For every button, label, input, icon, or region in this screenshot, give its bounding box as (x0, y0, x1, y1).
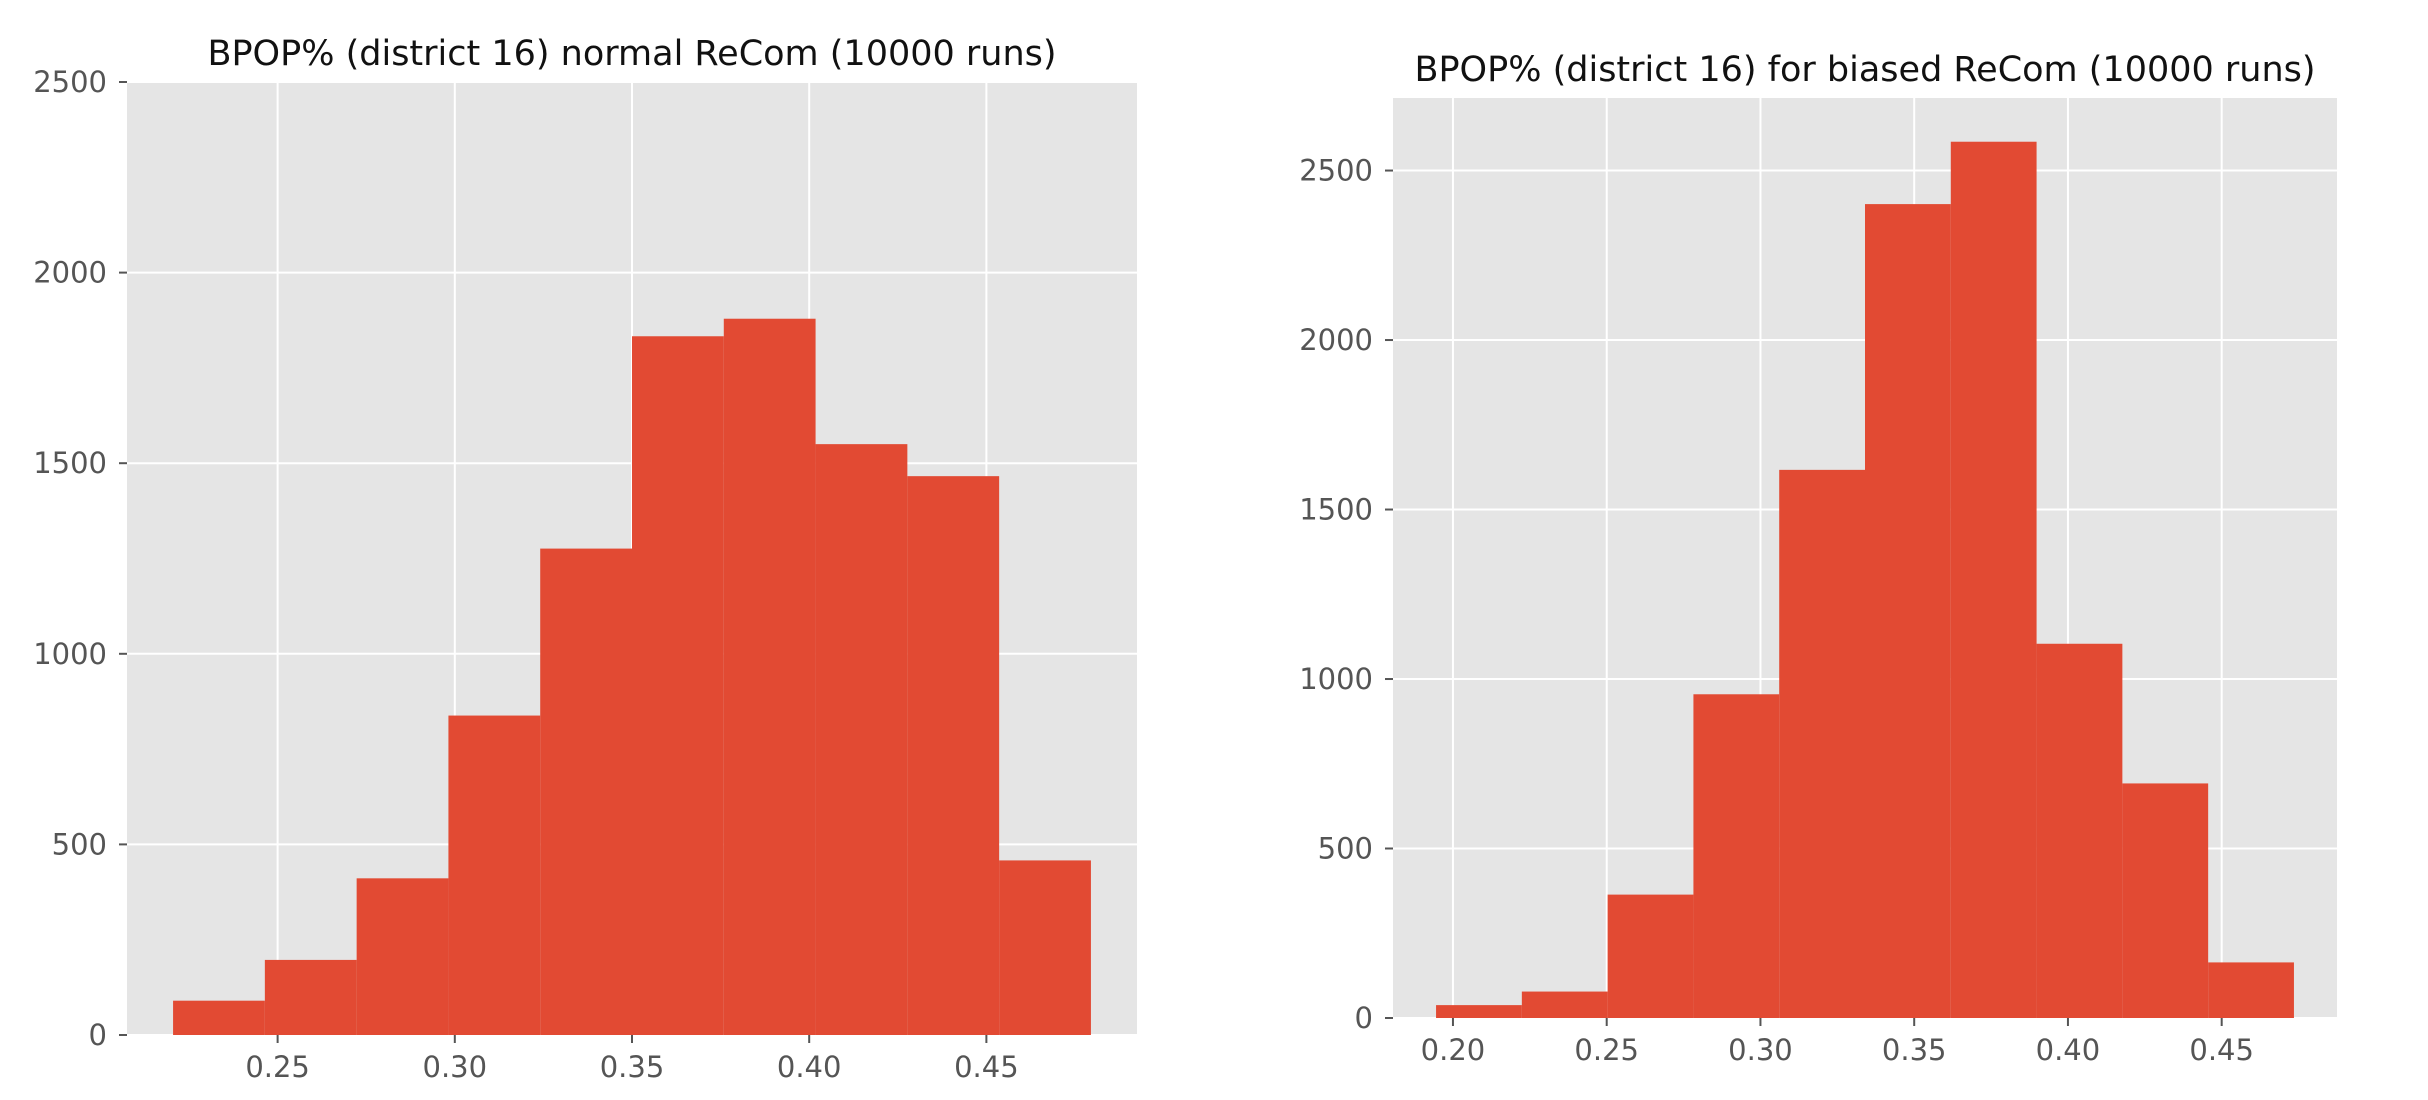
y-tick-label: 0 (1355, 1001, 1373, 1035)
x-tick-label: 0.45 (954, 1050, 1019, 1084)
histogram-bar (1950, 141, 2037, 1018)
histogram-bar (173, 1000, 265, 1035)
x-tick-label: 0.35 (600, 1050, 665, 1084)
x-tick-label: 0.30 (1728, 1033, 1793, 1067)
x-tick-label: 0.45 (2189, 1033, 2254, 1067)
chart-title: BPOP% (district 16) for biased ReCom (10… (1414, 50, 2315, 90)
chart-title: BPOP% (district 16) normal ReCom (10000 … (207, 34, 1056, 74)
x-tick-label: 0.30 (423, 1050, 488, 1084)
y-tick-label: 2500 (1299, 154, 1373, 188)
y-tick-label: 1500 (1299, 493, 1373, 527)
histogram-bar (1607, 894, 1694, 1018)
histogram-bar (540, 548, 632, 1035)
chart-panel-2: 0 500 1000 1500 2000 2500 0.20 0.25 0.30 0.35 0.40… (1299, 50, 2337, 1067)
histogram-bar (2208, 962, 2294, 1018)
x-tick-label: 0.25 (245, 1050, 310, 1084)
histogram-bar (2122, 783, 2209, 1018)
y-tick-label: 2500 (33, 65, 107, 99)
histogram-bar (1779, 469, 1865, 1019)
histogram-bar (907, 476, 1000, 1036)
histogram-bar (356, 878, 449, 1035)
histogram-bar (1865, 204, 1951, 1019)
y-tick-label: 2000 (33, 256, 107, 290)
histogram-bar (1436, 1005, 1522, 1018)
x-tick-label: 0.20 (1421, 1033, 1486, 1067)
x-tick-label: 0.40 (777, 1050, 842, 1084)
x-tick-label: 0.40 (2036, 1033, 2101, 1067)
histogram-bar (632, 336, 724, 1036)
histogram-bar (999, 860, 1091, 1035)
y-tick-label: 1000 (1299, 662, 1373, 696)
histogram-bar (1521, 991, 1608, 1018)
y-tick-label: 0 (89, 1018, 107, 1052)
histogram-bar (2036, 643, 2123, 1018)
chart-panel-1: 0 500 1000 1500 2000 2500 0.25 0.30 0.35 0.40 0.45… (33, 34, 1137, 1084)
x-tick-label: 0.25 (1574, 1033, 1639, 1067)
histogram-bar (1693, 694, 1780, 1018)
histogram-bar (448, 715, 541, 1035)
histogram-bar (264, 959, 357, 1035)
histogram-bar (815, 444, 908, 1035)
y-tick-label: 2000 (1299, 323, 1373, 357)
x-tick-label: 0.35 (1882, 1033, 1947, 1067)
y-tick-label: 500 (1318, 832, 1373, 866)
y-tick-label: 500 (52, 827, 107, 861)
y-tick-label: 1500 (33, 446, 107, 480)
y-tick-label: 1000 (33, 637, 107, 671)
histogram-bar (723, 318, 816, 1035)
